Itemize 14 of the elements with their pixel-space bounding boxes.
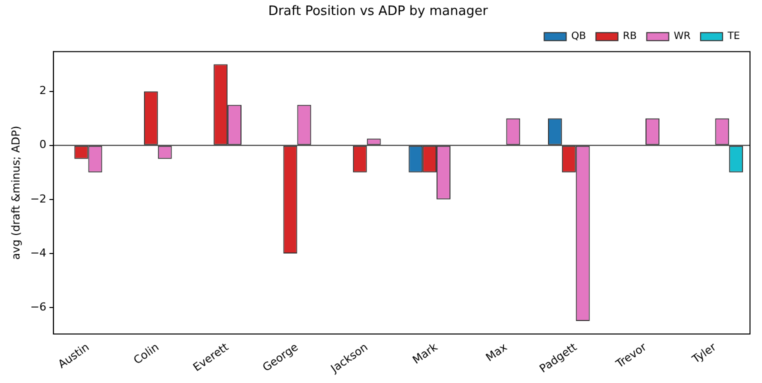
x-tick-label: Tyler <box>689 340 719 367</box>
y-tick-label: −4 <box>30 246 46 260</box>
y-tick-label: 0 <box>39 138 46 152</box>
legend-label: WR <box>674 31 691 42</box>
x-tick-label: Max <box>483 340 510 364</box>
legend-label: RB <box>622 31 637 42</box>
y-tick-label: −2 <box>30 192 46 206</box>
legend-label: QB <box>571 31 586 42</box>
y-tick-label: −6 <box>30 300 46 314</box>
y-axis-title: avg (draft &minus; ADP) <box>9 126 22 260</box>
y-tick-label: 2 <box>39 84 46 98</box>
legend-label: TE <box>726 31 740 42</box>
x-tick-label: Colin <box>131 340 162 367</box>
chart-title: Draft Position vs ADP by manager <box>268 4 488 20</box>
